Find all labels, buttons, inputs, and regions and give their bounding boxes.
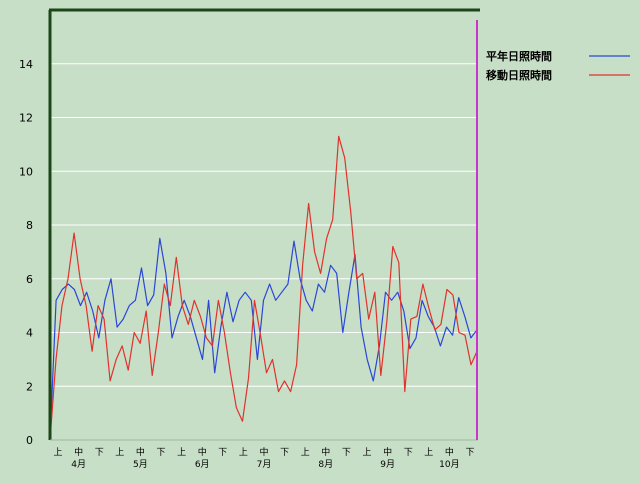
x-tick-label: 下	[342, 448, 351, 458]
legend-label-1: 平年日照時間	[486, 49, 552, 63]
y-tick-label: 12	[19, 112, 33, 125]
x-tick-label: 下	[95, 448, 104, 458]
x-tick-label: 下	[465, 448, 474, 458]
x-tick-label: 上	[424, 447, 433, 458]
x-tick-label: 下	[404, 448, 413, 458]
x-tick-label: 中	[383, 446, 392, 458]
x-month-label: 4月	[71, 459, 86, 470]
y-tick-label: 2	[26, 380, 33, 393]
x-tick-label: 上	[53, 447, 62, 458]
x-tick-label: 中	[321, 446, 330, 458]
x-month-label: 5月	[133, 459, 148, 470]
x-tick-label: 中	[74, 446, 83, 458]
x-tick-label: 下	[218, 448, 227, 458]
series-line-1	[49, 237, 478, 441]
series-lines	[49, 135, 478, 441]
x-tick-label: 中	[259, 446, 268, 458]
x-tick-label: 中	[445, 446, 454, 458]
x-tick-label: 中	[198, 446, 207, 458]
plot-frame	[48, 8, 480, 441]
x-month-label: 9月	[380, 459, 395, 470]
x-month-label: 8月	[318, 459, 333, 470]
x-tick-label: 上	[301, 447, 310, 458]
x-tick-label: 上	[362, 447, 371, 458]
y-tick-label: 10	[19, 165, 33, 178]
y-tick-label: 14	[19, 58, 33, 71]
legend-label-2: 移動日照時間	[486, 68, 552, 82]
x-tick-label: 上	[177, 447, 186, 458]
x-tick-label: 中	[136, 446, 145, 458]
x-month-label: 10月	[439, 459, 459, 470]
x-tick-label: 上	[239, 447, 248, 458]
x-tick-label: 上	[115, 447, 124, 458]
x-axis-ticks: 上中下上中下上中下上中下上中下上中下上中下4月 5月 6月 7月 8月 9月 10月	[53, 446, 474, 470]
gridlines	[50, 63, 478, 387]
series-line-2	[49, 135, 478, 441]
x-tick-label: 下	[280, 448, 289, 458]
x-month-label: 6月	[195, 459, 210, 470]
y-tick-label: 6	[26, 273, 33, 286]
x-month-label: 7月	[257, 459, 272, 470]
x-tick-label: 下	[156, 448, 165, 458]
y-tick-label: 0	[26, 434, 33, 447]
y-tick-label: 4	[26, 327, 33, 340]
y-tick-label: 8	[26, 219, 33, 232]
y-axis-ticks: 0 2 4 6 8 10 12 14	[19, 58, 33, 447]
